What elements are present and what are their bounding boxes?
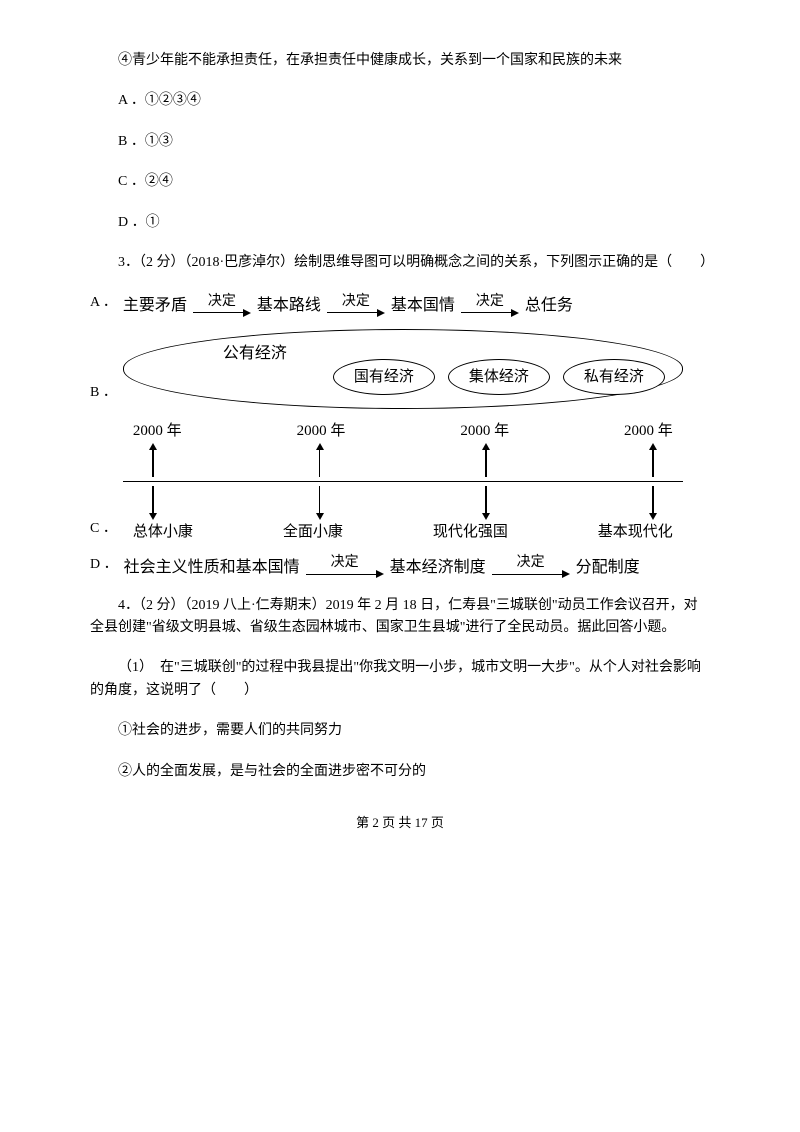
- q3-option-d-label: D ．: [90, 554, 118, 580]
- q2-option-a: A ．①②③④: [90, 90, 710, 112]
- q2-option-c: C ．②④: [90, 171, 710, 193]
- tl-label-1: 总体小康: [133, 520, 193, 544]
- q3-option-a-label: A ．: [90, 292, 117, 318]
- q4-statement-1: ①社会的进步，需要人们的共同努力: [90, 720, 710, 742]
- timeline-labels: 总体小康 全面小康 现代化强国 基本现代化: [123, 520, 683, 544]
- arrow-label: 决定: [342, 295, 370, 309]
- timeline-arrows-top: [123, 443, 683, 477]
- page-footer: 第 2 页 共 17 页: [90, 813, 710, 834]
- q2-option-d: D ．①: [90, 212, 710, 234]
- chain-a-node-2: 基本路线: [257, 293, 321, 319]
- timeline-arrows-bottom: [123, 486, 683, 520]
- double-arrow-icon: [482, 443, 490, 477]
- q3-option-b-label: B ．: [90, 382, 117, 408]
- year-1: 2000 年: [133, 419, 182, 443]
- arrow-icon: 决定: [193, 295, 251, 317]
- double-arrow-icon: [316, 486, 324, 520]
- q3-diagram-d: 社会主义性质和基本国情 决定 基本经济制度 决定 分配制度: [124, 555, 640, 581]
- double-arrow-icon: [482, 486, 490, 520]
- double-arrow-icon: [316, 443, 324, 477]
- page-root: ④青少年能不能承担责任，在承担责任中健康成长，关系到一个国家和民族的未来 A ．…: [0, 0, 800, 874]
- q3-stem: 3．（2 分）（2018·巴彦淖尔）绘制思维导图可以明确概念之间的关系，下列图示…: [90, 252, 710, 274]
- q3-option-a-row: A ． 主要矛盾 决定 基本路线 决定 基本国情 决定 总任务: [90, 292, 710, 318]
- q4-stem: 4．（2 分）（2019 八上·仁寿期末）2019 年 2 月 18 日，仁寿县…: [90, 595, 710, 640]
- year-4: 2000 年: [624, 419, 673, 443]
- statement-4: ④青少年能不能承担责任，在承担责任中健康成长，关系到一个国家和民族的未来: [90, 50, 710, 72]
- q4-statement-2: ②人的全面发展，是与社会的全面进步密不可分的: [90, 761, 710, 783]
- timeline-baseline: [123, 481, 683, 483]
- chain-d-node-2: 基本经济制度: [390, 555, 486, 581]
- q3-option-c-row: C ． 2000 年 2000 年 2000 年 2000 年: [90, 419, 710, 545]
- inner-oval-1: 国有经济: [333, 359, 435, 395]
- double-arrow-icon: [149, 486, 157, 520]
- inner-oval-2: 集体经济: [448, 359, 550, 395]
- arrow-icon: 决定: [492, 556, 570, 578]
- arrow-icon: 决定: [327, 295, 385, 317]
- double-arrow-icon: [649, 486, 657, 520]
- chain-d-node-1: 社会主义性质和基本国情: [124, 555, 300, 581]
- double-arrow-icon: [149, 443, 157, 477]
- inner-oval-3: 私有经济: [563, 359, 665, 395]
- year-3: 2000 年: [460, 419, 509, 443]
- tl-label-3: 现代化强国: [433, 520, 508, 544]
- tl-label-4: 基本现代化: [598, 520, 673, 544]
- q3-option-d-row: D ． 社会主义性质和基本国情 决定 基本经济制度 决定 分配制度: [90, 554, 710, 580]
- q3-diagram-c: 2000 年 2000 年 2000 年 2000 年 总体小康 全面小康: [123, 419, 683, 545]
- q3-option-b-row: B ． 公有经济 国有经济 集体经济 私有经济: [90, 329, 710, 409]
- chain-a-node-1: 主要矛盾: [123, 293, 187, 319]
- year-2: 2000 年: [297, 419, 346, 443]
- tl-label-2: 全面小康: [283, 520, 343, 544]
- arrow-icon: 决定: [306, 556, 384, 578]
- q3-diagram-a: 主要矛盾 决定 基本路线 决定 基本国情 决定 总任务: [123, 293, 573, 319]
- arrow-icon: 决定: [461, 295, 519, 317]
- chain-a-node-3: 基本国情: [391, 293, 455, 319]
- chain-d-node-3: 分配制度: [576, 555, 640, 581]
- timeline-years: 2000 年 2000 年 2000 年 2000 年: [123, 419, 683, 443]
- q4-sub1: （1） 在"三城联创"的过程中我县提出"你我文明一小步，城市文明一大步"。从个人…: [90, 657, 710, 702]
- q3-option-c-label: C ．: [90, 518, 117, 544]
- outer-oval-label: 公有经济: [223, 341, 287, 367]
- arrow-label: 决定: [331, 556, 359, 570]
- q2-option-b: B ．①③: [90, 131, 710, 153]
- double-arrow-icon: [649, 443, 657, 477]
- arrow-label: 决定: [476, 295, 504, 309]
- arrow-label: 决定: [208, 295, 236, 309]
- arrow-label: 决定: [517, 556, 545, 570]
- q3-diagram-b: 公有经济 国有经济 集体经济 私有经济: [123, 329, 683, 409]
- chain-a-node-4: 总任务: [525, 293, 573, 319]
